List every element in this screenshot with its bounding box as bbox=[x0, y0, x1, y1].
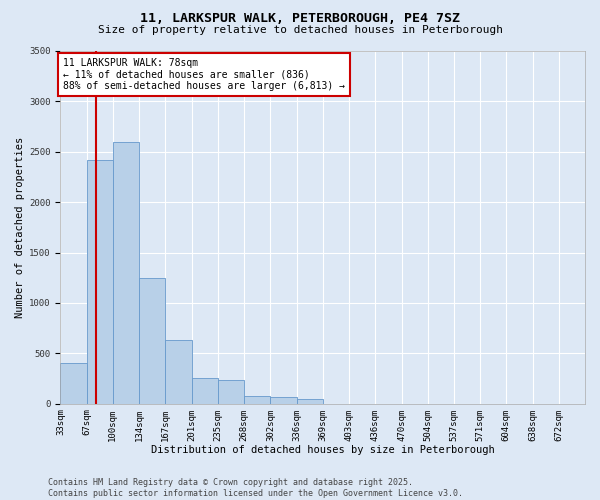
Text: 11 LARKSPUR WALK: 78sqm
← 11% of detached houses are smaller (836)
88% of semi-d: 11 LARKSPUR WALK: 78sqm ← 11% of detache… bbox=[63, 58, 345, 92]
Text: 11, LARKSPUR WALK, PETERBOROUGH, PE4 7SZ: 11, LARKSPUR WALK, PETERBOROUGH, PE4 7SZ bbox=[140, 12, 460, 26]
Bar bbox=[191, 378, 218, 404]
Text: Contains HM Land Registry data © Crown copyright and database right 2025.
Contai: Contains HM Land Registry data © Crown c… bbox=[48, 478, 463, 498]
X-axis label: Distribution of detached houses by size in Peterborough: Distribution of detached houses by size … bbox=[151, 445, 494, 455]
Bar bbox=[244, 396, 271, 404]
Bar bbox=[297, 398, 323, 404]
Bar bbox=[218, 380, 244, 404]
Bar bbox=[271, 396, 297, 404]
Text: Size of property relative to detached houses in Peterborough: Size of property relative to detached ho… bbox=[97, 25, 503, 35]
Bar bbox=[165, 340, 191, 404]
Bar bbox=[113, 142, 139, 404]
Bar bbox=[61, 364, 87, 404]
Bar bbox=[139, 278, 165, 404]
Y-axis label: Number of detached properties: Number of detached properties bbox=[15, 136, 25, 318]
Bar bbox=[87, 160, 113, 404]
